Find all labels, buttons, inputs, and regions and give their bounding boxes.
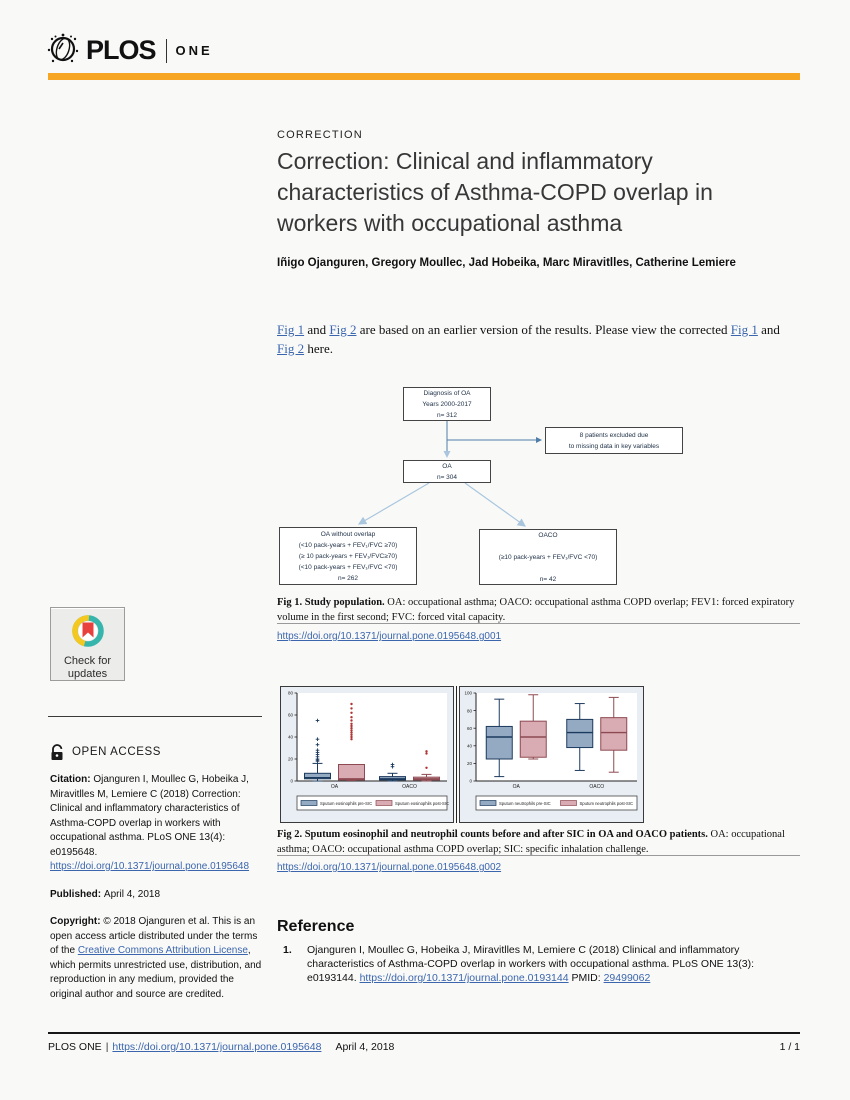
- flowchart-box-oa: OA n= 304: [403, 460, 491, 483]
- svg-text:Sputum eosinophils post-SIC: Sputum eosinophils post-SIC: [395, 801, 449, 806]
- svg-text:20: 20: [288, 757, 294, 762]
- svg-text:OACO: OACO: [402, 784, 417, 790]
- svg-text:80: 80: [467, 708, 473, 713]
- fig1-caption-rule: [277, 623, 800, 624]
- flowchart-box-diagnosis: Diagnosis of OA Years 2000-2017 n= 312: [403, 387, 491, 421]
- neutrophil-boxplot-chart: 0 20 40 60 80 100 OA OACO Sputum neutrophils pre…: [464, 691, 638, 811]
- published-block: Published: April 4, 2018: [50, 888, 263, 903]
- citation-doi-link[interactable]: https://doi.org/10.1371/journal.pone.019…: [50, 861, 250, 872]
- published-label: Published:: [50, 888, 104, 900]
- fig2-caption-text: OA: occupational asthma; OACO: occupatio…: [277, 829, 785, 855]
- fig2-neutrophil-panel: 0 20 40 60 80 100 OA OACO Sputum neutrophils pre…: [459, 686, 644, 823]
- flowchart-box-oa-without-overlap: OA without overlap (<10 pack-years + FEV…: [279, 527, 417, 585]
- reference-number: 1.: [283, 944, 292, 956]
- fig2-doi-link[interactable]: https://doi.org/10.1371/journal.pone.019…: [277, 862, 502, 873]
- page-footer: PLOS ONE | https://doi.org/10.1371/journal…: [48, 1032, 800, 1053]
- fig2-eosinophil-panel: 0 20 40 60 80 OA OACO Sputum eosinophils pre-SI…: [280, 686, 454, 823]
- svg-text:20: 20: [467, 761, 473, 766]
- paragraph-text: and: [304, 322, 330, 337]
- copyright-label: Copyright:: [50, 916, 104, 927]
- paragraph-text: here.: [304, 340, 333, 356]
- fig1-caption-title: Fig 1. Study population.: [277, 597, 385, 608]
- fig2-caption-rule: [277, 855, 800, 856]
- citation-label: Citation:: [50, 774, 94, 785]
- reference-doi-link[interactable]: https://doi.org/10.1371/journal.pone.019…: [359, 972, 569, 984]
- pmid-link[interactable]: 29499062: [603, 972, 651, 984]
- footer-left: PLOS ONE | https://doi.org/10.1371/journal…: [48, 1041, 394, 1053]
- reference-text: Ojanguren I, Moullec G, Hobeika J, Mirav…: [307, 943, 800, 985]
- svg-text:40: 40: [288, 735, 294, 740]
- article-title: Correction: Clinical and inflammatory ch…: [277, 148, 713, 236]
- svg-text:0: 0: [290, 779, 293, 784]
- fig2-link-2[interactable]: Fig 2: [277, 340, 305, 356]
- author-list: Iñigo Ojanguren, Gregory Moullec, Jad Ho…: [277, 257, 736, 269]
- fig2-link[interactable]: Fig 2: [329, 322, 357, 337]
- fig1-caption: Fig 1. Study population. OA: occupationa…: [277, 596, 800, 625]
- citation-text: Ojanguren I, Moullec G, Hobeika J, Mirav…: [50, 774, 249, 858]
- check-updates-line1: Check for: [63, 655, 112, 667]
- fig2-caption-title: Fig 2. Sputum eosinophil and neutrophil …: [277, 829, 708, 840]
- fig1-doi-link[interactable]: https://doi.org/10.1371/journal.pone.019…: [277, 631, 502, 642]
- svg-text:80: 80: [288, 691, 294, 696]
- fig1-flowchart: Diagnosis of OA Years 2000-2017 n= 312 8…: [277, 383, 689, 593]
- plos-globe-icon: [46, 30, 80, 71]
- eosinophil-boxplot-chart: 0 20 40 60 80 OA OACO Sputum eosinophils pre-SI…: [288, 691, 449, 811]
- flowchart-box-oaco: OACO (≥10 pack-years + FEV₁/FVC <70) n= …: [479, 529, 617, 585]
- fig2-caption: Fig 2. Sputum eosinophil and neutrophil …: [277, 828, 800, 857]
- svg-text:Sputum neutrophils post-SIC: Sputum neutrophils post-SIC: [580, 801, 634, 806]
- check-for-updates-button[interactable]: Check for updates: [50, 607, 125, 681]
- open-access-row: OPEN ACCESS: [50, 744, 263, 761]
- plos-logo: PLOS ONE: [46, 30, 213, 71]
- svg-text:OACO: OACO: [589, 784, 604, 790]
- svg-text:60: 60: [288, 713, 294, 718]
- svg-text:Sputum eosinophils pre-SIC: Sputum eosinophils pre-SIC: [320, 801, 372, 806]
- logo-divider: [165, 38, 167, 63]
- header-accent-bar: [48, 73, 800, 80]
- cc-license-link[interactable]: Creative Commons Attribution License: [77, 945, 248, 956]
- svg-text:100: 100: [464, 691, 472, 696]
- plos-wordmark: PLOS: [86, 35, 157, 65]
- correction-paragraph: Fig 1 and Fig 2 are based on an earlier …: [277, 321, 800, 358]
- svg-text:0: 0: [469, 779, 472, 784]
- svg-text:40: 40: [467, 744, 473, 749]
- footer-date: April 4, 2018: [335, 1041, 395, 1053]
- crossmark-icon: [71, 615, 104, 647]
- journal-name: ONE: [175, 43, 213, 58]
- paragraph-text: are based on an earlier version of the r…: [356, 322, 731, 337]
- fig1-link-2[interactable]: Fig 1: [730, 322, 758, 337]
- footer-page-number: 1 / 1: [779, 1041, 800, 1053]
- fig2-boxplots: 0 20 40 60 80 OA OACO Sputum eosinophils pre-SI…: [280, 686, 644, 823]
- reference-citation-text: Ojanguren I, Moullec G, Hobeika J, Mirav…: [307, 944, 755, 984]
- article-metadata-sidebar: OPEN ACCESS Citation: Ojanguren I, Moull…: [50, 744, 263, 1015]
- sidebar-divider: [48, 716, 262, 717]
- open-access-label: OPEN ACCESS: [72, 746, 162, 759]
- svg-text:Sputum neutrophils pre-SIC: Sputum neutrophils pre-SIC: [499, 801, 551, 806]
- reference-heading: Reference: [277, 918, 355, 935]
- article-type-label: CORRECTION: [277, 129, 363, 141]
- footer-journal-name: PLOS ONE: [48, 1041, 102, 1053]
- open-lock-icon: [51, 744, 63, 760]
- fig1-caption-text: OA: occupational asthma; OACO: occupatio…: [277, 597, 795, 623]
- footer-separator: |: [105, 1041, 109, 1053]
- reference-item: 1. Ojanguren I, Moullec G, Hobeika J, Mi…: [283, 943, 800, 985]
- svg-text:60: 60: [467, 726, 473, 731]
- flowchart-box-excluded: 8 patients excluded due to missing data …: [545, 427, 683, 454]
- fig1-link[interactable]: Fig 1: [277, 322, 305, 337]
- copyright-text: © 2018 Ojanguren et al. This is an open …: [50, 916, 258, 956]
- copyright-text-post: , which permits unrestricted use, distri…: [50, 945, 262, 1000]
- paragraph-text: and: [757, 322, 780, 337]
- footer-doi-link[interactable]: https://doi.org/10.1371/journal.pone.019…: [112, 1041, 322, 1053]
- copyright-block: Copyright: © 2018 Ojanguren et al. This …: [50, 915, 263, 1002]
- pmid-label: PMID:: [568, 972, 604, 984]
- citation-block: Citation: Ojanguren I, Moullec G, Hobeik…: [50, 773, 263, 875]
- check-updates-label: Check for updates: [51, 655, 124, 680]
- svg-text:OA: OA: [331, 784, 339, 790]
- fig1-connector-lines: [357, 421, 542, 527]
- fig2-panel-divider: [456, 686, 457, 823]
- check-updates-line2: updates: [67, 667, 108, 680]
- published-date: April 4, 2018: [103, 888, 161, 900]
- svg-text:OA: OA: [513, 784, 521, 790]
